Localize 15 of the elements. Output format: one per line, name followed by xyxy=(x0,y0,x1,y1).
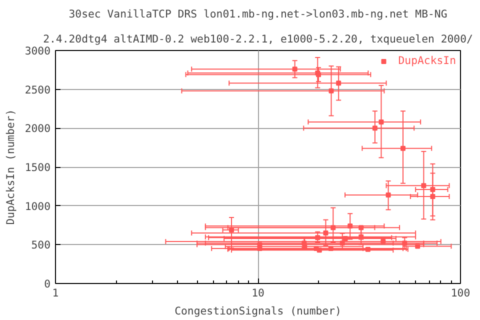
chart-subtitle: 2.4.20dtg4 altAIMD-0.2 web100-2.2.1, e1000-5.2.20, txqueuelen 2000/ xyxy=(43,32,473,46)
y-axis-title: DupAcksIn (number) xyxy=(4,109,17,225)
x-tick-label: 1 xyxy=(52,286,59,300)
chart-title: 30sec VanillaTCP DRS lon01.mb-ng.net->lon03.mb-ng.net MB-NG xyxy=(68,8,448,20)
y-tick-label: 1500 xyxy=(24,161,51,174)
y-tick-label: 2000 xyxy=(24,122,51,136)
y-tick-label: 3000 xyxy=(24,44,51,58)
x-axis-title: CongestionSignals (number) xyxy=(174,304,342,318)
legend-label: DupAcksIn xyxy=(398,54,456,67)
y-tick-label: 500 xyxy=(31,238,51,252)
y-tick-label: 2500 xyxy=(24,83,51,96)
x-tick-label: 100 xyxy=(450,286,470,300)
y-tick-label: 1000 xyxy=(24,200,51,213)
x-tick-label: 10 xyxy=(252,286,264,300)
y-tick-label: 0 xyxy=(44,278,51,290)
